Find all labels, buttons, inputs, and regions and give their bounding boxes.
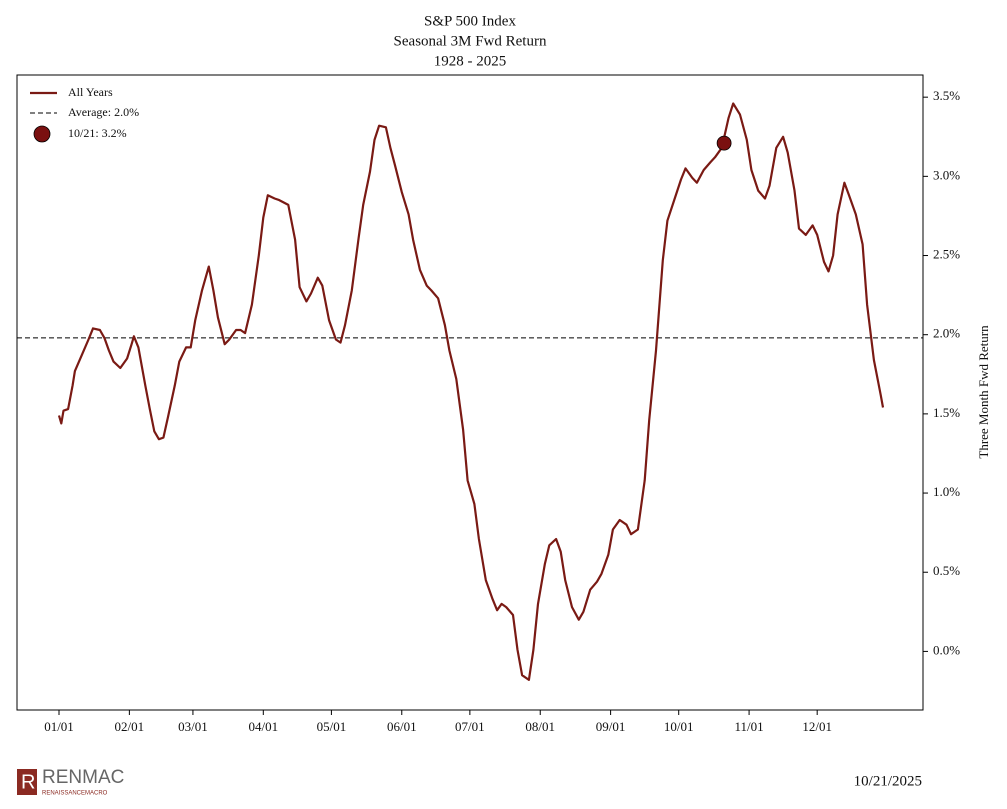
chart-subtitle: Seasonal 3M Fwd Return	[394, 33, 547, 49]
legend-swatch	[33, 125, 51, 143]
y-axis-label: Three Month Fwd Return	[976, 325, 991, 459]
y-tick-label: 2.5%	[933, 247, 960, 262]
x-tick-label: 12/01	[802, 719, 832, 734]
y-tick-label: 1.5%	[933, 405, 960, 420]
y-tick-label: 0.5%	[933, 563, 960, 578]
logo-letter: R	[21, 771, 35, 793]
x-tick-label: 09/01	[596, 719, 626, 734]
x-tick-label: 08/01	[525, 719, 555, 734]
series-line	[57, 102, 885, 681]
x-tick-label: 11/01	[735, 719, 764, 734]
x-tick-label: 10/01	[664, 719, 694, 734]
y-tick-label: 0.0%	[933, 642, 960, 657]
report-date: 10/21/2025	[854, 773, 922, 789]
legend-label: All Years	[68, 85, 113, 99]
chart-title: S&P 500 Index	[424, 13, 516, 29]
marker-point	[716, 135, 732, 151]
chart-subtitle: 1928 - 2025	[434, 53, 507, 69]
y-tick-label: 3.0%	[933, 167, 960, 182]
x-tick-label: 03/01	[178, 719, 208, 734]
x-tick-label: 06/01	[387, 719, 417, 734]
x-tick-label: 02/01	[115, 719, 145, 734]
legend-label: Average: 2.0%	[68, 105, 139, 119]
y-tick-label: 1.0%	[933, 484, 960, 499]
logo-subtext: RENAISSANCEMACRO	[42, 791, 108, 797]
x-tick-label: 04/01	[248, 719, 278, 734]
x-tick-label: 01/01	[44, 719, 74, 734]
x-tick-label: 07/01	[455, 719, 485, 734]
logo-text: RENMAC	[42, 767, 124, 788]
legend-label: 10/21: 3.2%	[68, 126, 127, 140]
plot-frame	[16, 74, 924, 711]
y-tick-label: 3.5%	[933, 88, 960, 103]
x-tick-label: 05/01	[317, 719, 347, 734]
logo-mark	[17, 769, 37, 795]
y-tick-label: 2.0%	[933, 326, 960, 341]
